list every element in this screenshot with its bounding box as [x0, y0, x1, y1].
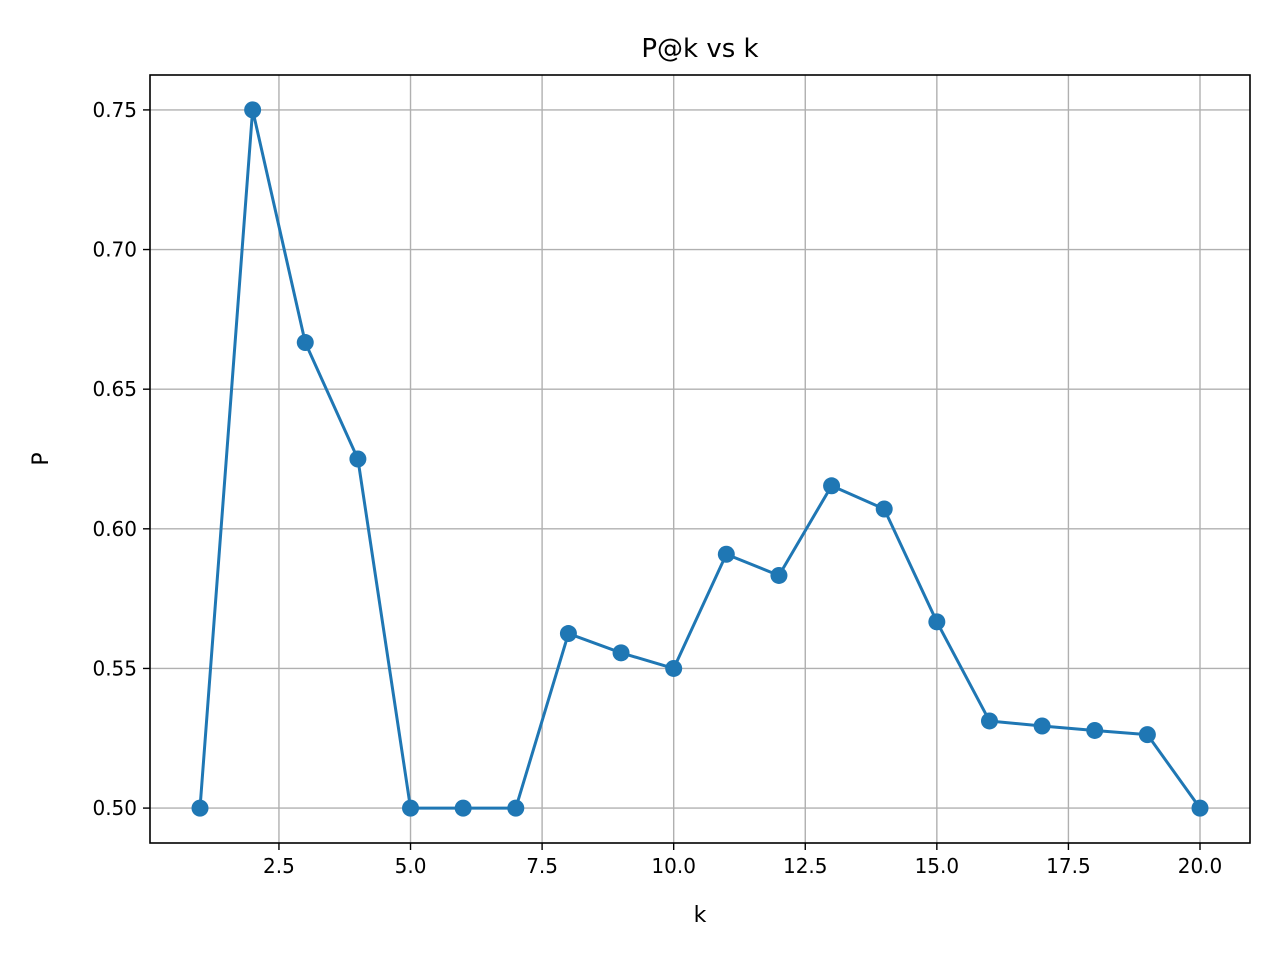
data-point [559, 625, 577, 643]
data-point [1191, 799, 1209, 817]
y-tick-label: 0.70 [92, 238, 137, 262]
x-tick-label: 20.0 [1178, 854, 1223, 878]
plot-area-frame [149, 74, 1251, 844]
data-point [612, 644, 630, 662]
grid [150, 75, 1250, 843]
data-point [823, 477, 841, 495]
data-point [875, 500, 893, 518]
y-tick-label: 0.50 [92, 796, 137, 820]
data-point [191, 799, 209, 817]
data-series [191, 101, 1209, 817]
x-tick-label: 15.0 [915, 854, 960, 878]
x-tick-label: 12.5 [783, 854, 828, 878]
data-point [507, 799, 525, 817]
data-point [244, 101, 262, 119]
data-point [296, 334, 314, 352]
y-tick-label: 0.75 [92, 98, 137, 122]
data-point [402, 799, 420, 817]
series-line [198, 108, 1202, 810]
data-point [1033, 717, 1051, 735]
data-point [717, 545, 735, 563]
x-tick-label: 7.5 [526, 854, 558, 878]
data-point [1086, 721, 1104, 739]
x-tick-label: 17.5 [1046, 854, 1091, 878]
data-point [454, 799, 472, 817]
x-tick-label: 5.0 [395, 854, 427, 878]
y-axis-title: P [29, 452, 54, 465]
y-tick-label: 0.60 [92, 517, 137, 541]
x-axis-title: k [694, 903, 707, 928]
data-point [928, 613, 946, 631]
y-tick-label: 0.65 [92, 377, 137, 401]
data-point [665, 659, 683, 677]
data-point [980, 712, 998, 730]
x-tick-label: 2.5 [263, 854, 295, 878]
chart-title: P@k vs k [641, 34, 758, 64]
data-point [349, 450, 367, 468]
x-tick-label: 10.0 [651, 854, 696, 878]
axis-ticks: 2.5 5.0 7.5 10.0 12.5 15.0 17.5 20.0 0.50 0.55 0.6… [92, 98, 1222, 878]
data-point [770, 566, 788, 584]
data-point [1138, 726, 1156, 744]
y-tick-label: 0.55 [92, 656, 137, 680]
